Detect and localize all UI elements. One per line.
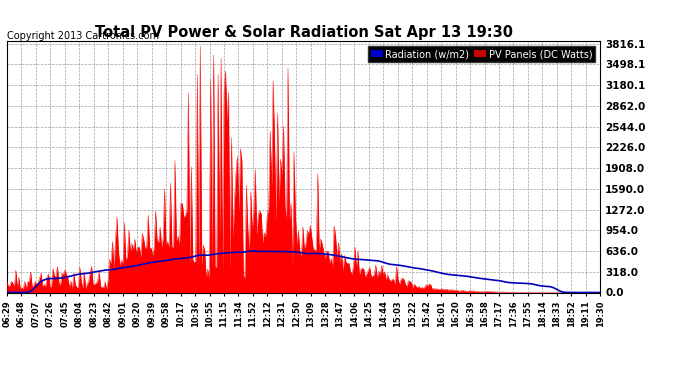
Text: Copyright 2013 Cartronics.com: Copyright 2013 Cartronics.com xyxy=(7,32,159,41)
Title: Total PV Power & Solar Radiation Sat Apr 13 19:30: Total PV Power & Solar Radiation Sat Apr… xyxy=(95,25,513,40)
Legend: Radiation (w/m2), PV Panels (DC Watts): Radiation (w/m2), PV Panels (DC Watts) xyxy=(368,46,595,62)
